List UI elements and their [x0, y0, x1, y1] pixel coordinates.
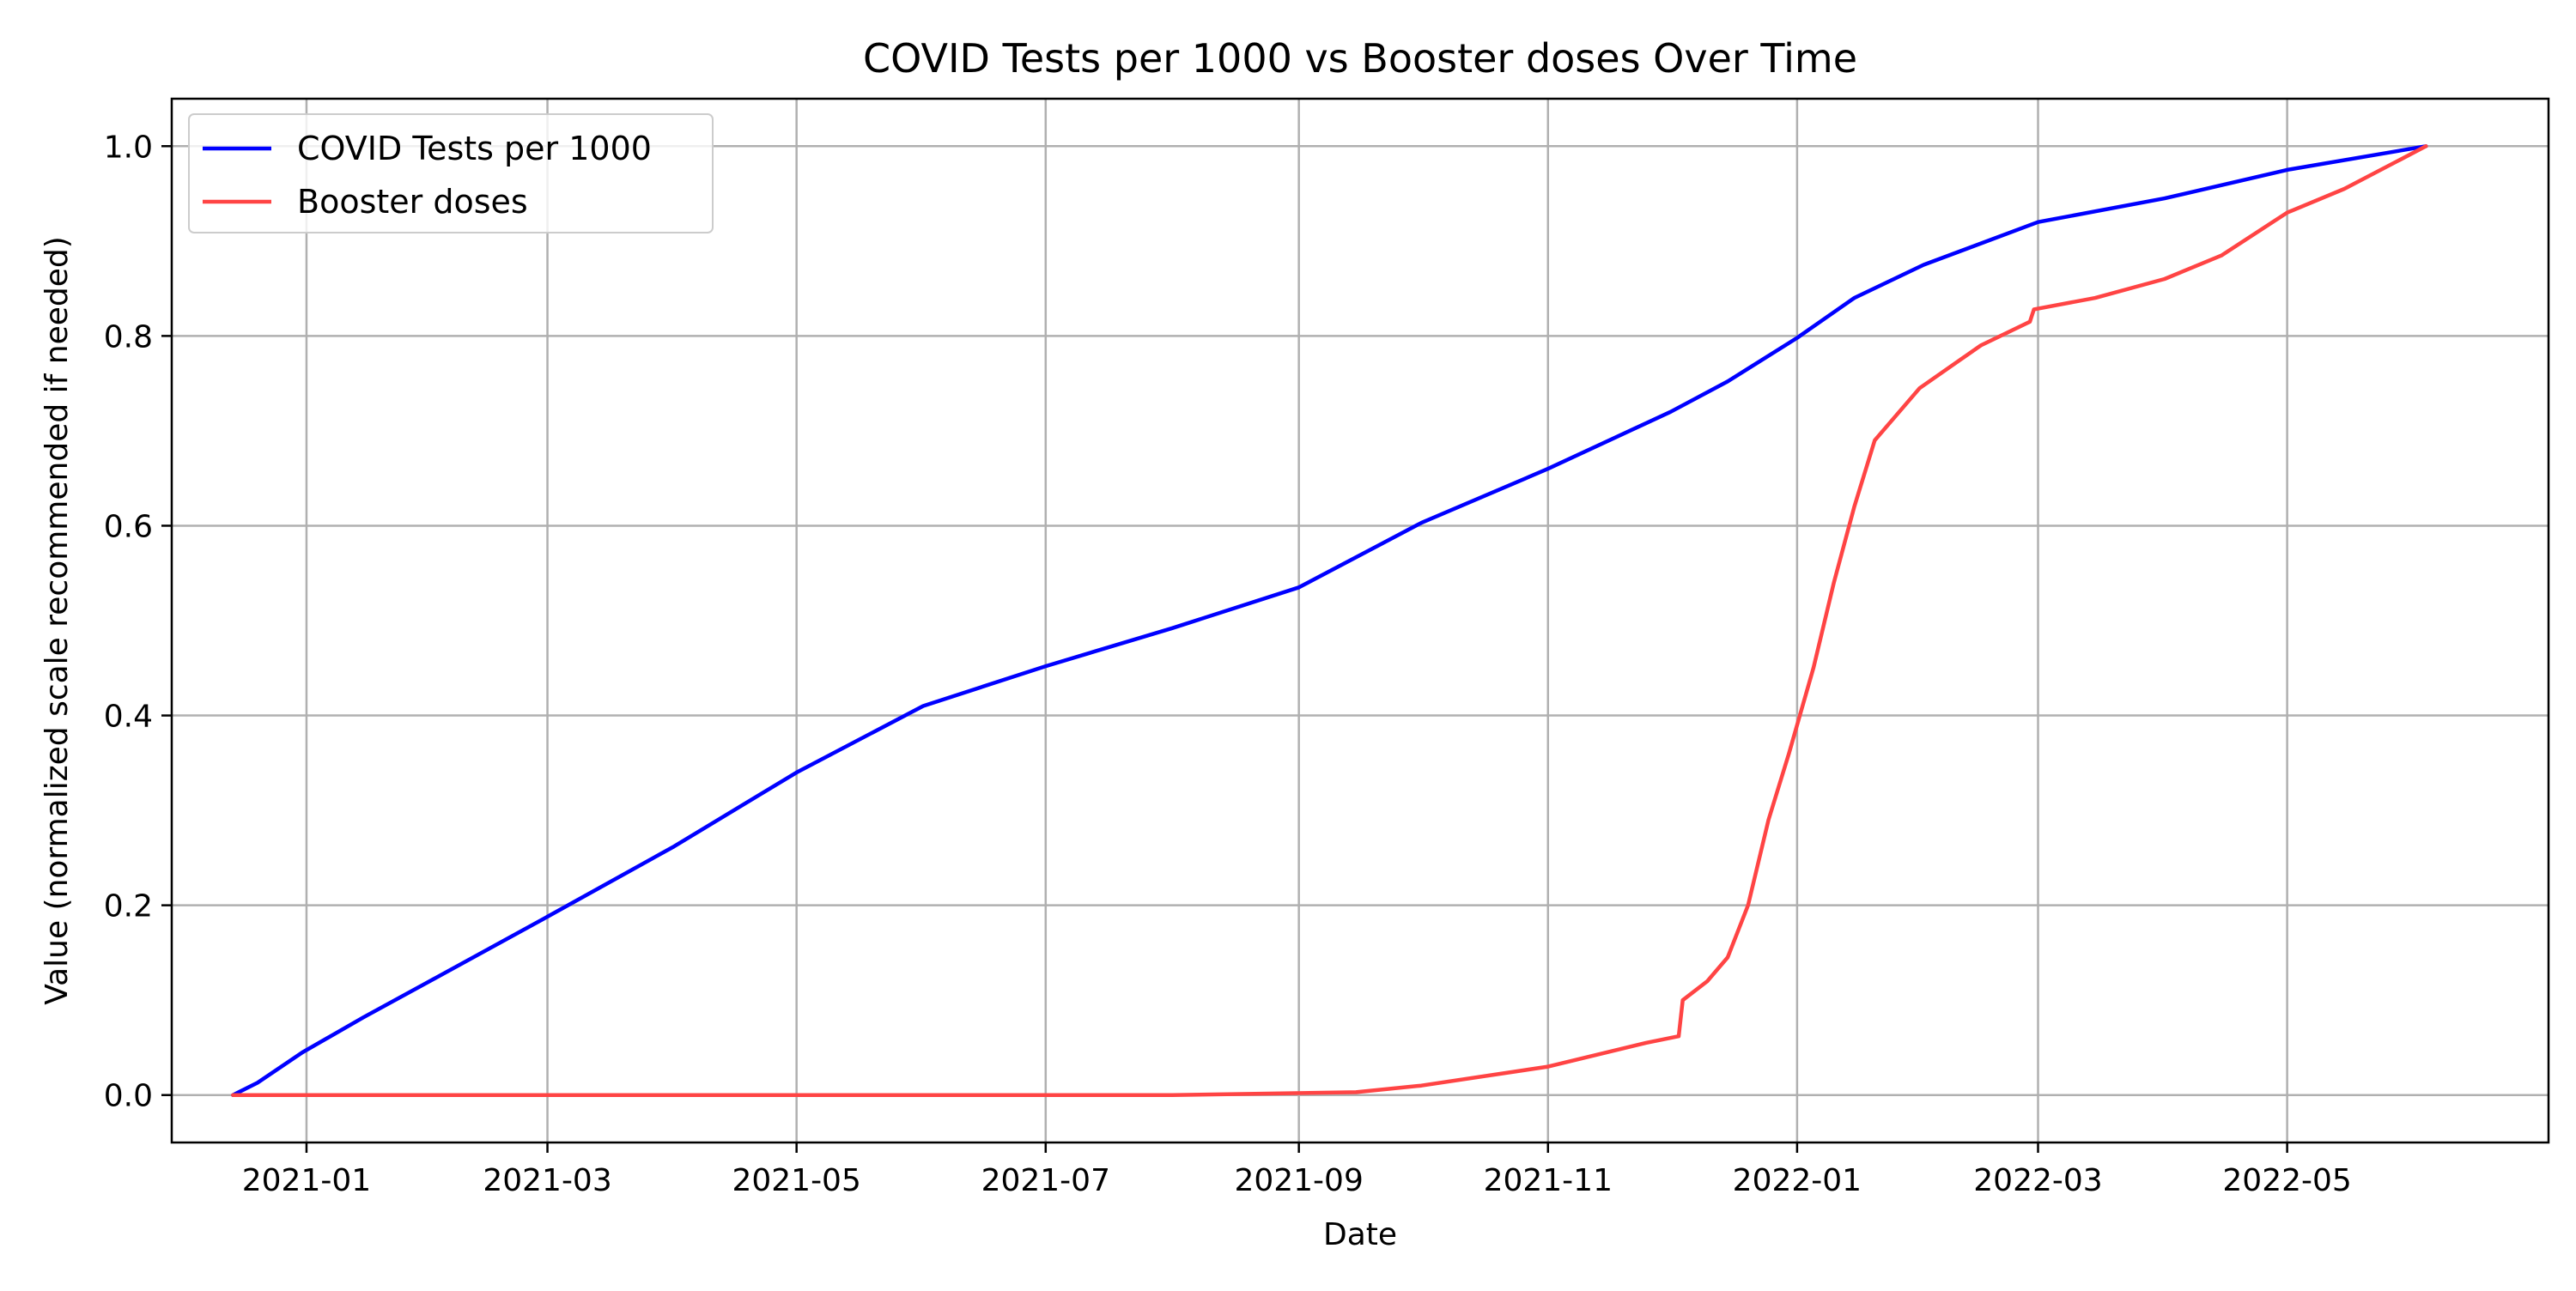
x-tick-label: 2021-01: [242, 1163, 371, 1198]
series-line-0: [231, 144, 2428, 1097]
legend: COVID Tests per 1000 Booster doses: [188, 113, 714, 233]
x-tick-label: 2021-03: [483, 1163, 611, 1198]
y-tick-label: 0.0: [104, 1079, 153, 1114]
x-tick-label: 2022-01: [1733, 1163, 1862, 1198]
x-tick-label: 2022-03: [1973, 1163, 2102, 1198]
x-tick-label: 2021-11: [1484, 1163, 1613, 1198]
legend-label-1: Booster doses: [297, 183, 528, 221]
y-tick-label: 0.6: [104, 509, 153, 544]
x-tick-label: 2021-09: [1234, 1163, 1363, 1198]
chart-title: COVID Tests per 1000 vs Booster doses Ov…: [863, 35, 1857, 82]
x-tick-label: 2022-05: [2222, 1163, 2351, 1198]
legend-label-0: COVID Tests per 1000: [297, 130, 652, 167]
y-tick-label: 0.4: [104, 700, 153, 735]
plot-area-frame: [170, 97, 2550, 1144]
x-tick-label: 2021-05: [732, 1163, 860, 1198]
legend-box: [188, 113, 714, 233]
series-lines: [231, 144, 2428, 1097]
y-tick-label: 1.0: [104, 130, 153, 165]
gridlines: [172, 99, 2549, 1143]
y-tick-label: 0.8: [104, 319, 153, 355]
x-tick-label: 2021-07: [981, 1163, 1110, 1198]
series-line-1: [231, 144, 2428, 1097]
axis-ticks: 2021-01 2021-03 2021-05 2021-07 2021-09 2021-…: [104, 130, 2352, 1198]
y-axis-label: Value (normalized scale recommended if n…: [39, 236, 75, 1005]
legend-items: COVID Tests per 1000 Booster doses: [203, 130, 652, 221]
y-tick-label: 0.2: [104, 889, 153, 924]
x-axis-label: Date: [1323, 1217, 1397, 1252]
